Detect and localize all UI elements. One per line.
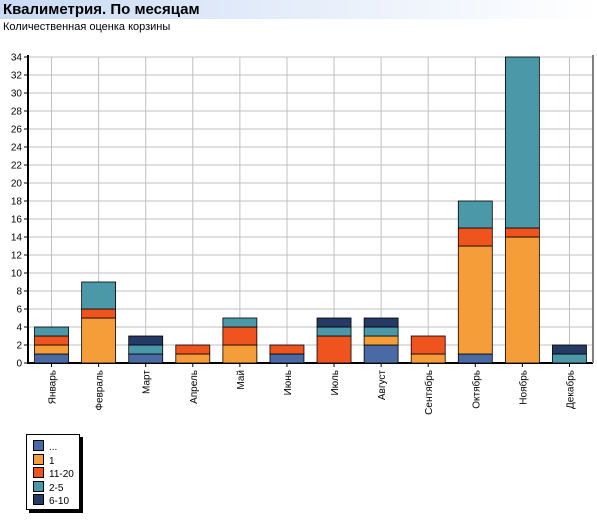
bar-segment [34,353,69,364]
y-tick-label: 26 [11,125,23,136]
legend-item: 6-10 [33,494,70,507]
legend-swatch [33,480,44,492]
x-tick-label: Март [142,370,153,394]
chart-title: Квалиметрия. По месяцам [3,1,200,18]
legend-swatch [33,494,44,505]
bar-segment [504,227,540,238]
bar-segment [457,245,493,355]
bar-segment [363,317,399,328]
bar-segment [81,317,117,364]
y-tick-label: 28 [11,107,23,118]
x-tick-label: Август [377,370,388,401]
bar-segment [457,200,493,229]
bar-segment [316,326,352,337]
y-tick-label: 2 [16,341,22,352]
bar-segment [222,326,258,346]
legend-item: 11-20 [33,467,74,480]
y-tick-label: 0 [16,359,22,370]
bar-segment [34,326,69,337]
legend-label: 1 [49,455,55,467]
bar-segment [269,353,305,364]
x-tick-label: Май [236,370,247,390]
bar-segment [457,227,493,247]
bar-segment [34,335,69,346]
x-tick-label: Декабрь [564,370,576,409]
y-tick-label: 34 [11,53,23,64]
bar-segment [504,236,540,364]
legend-item: 1 [33,453,55,467]
bar-segment [552,353,587,364]
legend-label: ... [49,442,58,453]
bar-segment [457,353,493,364]
bar-segment [128,353,164,364]
y-tick-label: 10 [11,269,23,280]
bar-segment [410,353,446,364]
x-tick-label: Октябрь [470,370,482,409]
y-tick-label: 22 [11,161,23,172]
bar-segment [316,317,352,328]
y-tick-label: 18 [11,197,23,208]
bar-segment [81,281,117,310]
y-tick-label: 6 [16,305,22,316]
bar-segment [175,353,211,364]
bar-segment [363,335,399,346]
bar-segment [175,344,211,355]
bar-segment [34,344,69,355]
bar-segment [128,344,164,355]
bar-segment [316,335,352,364]
bar-segment [269,344,305,355]
legend-swatch [33,467,44,478]
y-tick-label: 12 [11,251,23,262]
x-tick-label: Июль [330,370,341,396]
y-tick-label: 20 [11,179,23,190]
bar-segment [81,308,117,319]
y-tick-label: 16 [11,215,23,226]
bar-segment [222,344,258,364]
x-tick-label: Июнь [283,370,294,395]
y-tick-label: 4 [16,323,22,334]
legend-swatch [33,453,44,465]
legend-label: 2-5 [49,482,64,494]
x-tick-label: Ноябрь [517,370,529,405]
x-tick-label: Сентябрь [423,370,435,415]
legend-label: 6-10 [49,496,70,507]
bar-segment [222,317,258,328]
bar-segment [504,56,540,229]
legend-item: 2-5 [33,480,64,494]
legend-swatch [33,440,44,451]
bar-segment [410,335,446,355]
x-tick-label: Февраль [95,370,106,411]
bar-segment [363,344,399,364]
y-tick-label: 32 [11,71,23,82]
bar-segment [128,335,164,346]
y-tick-label: 24 [11,143,23,154]
y-tick-label: 8 [16,287,22,298]
y-tick-label: 14 [11,233,23,244]
legend-label: 11-20 [49,469,74,480]
bar-segment [363,326,399,337]
y-tick-label: 30 [11,89,23,100]
legend-item: ... [33,440,58,453]
x-tick-label: Январь [48,370,59,404]
chart-subtitle: Количественная оценка корзины [3,21,171,33]
bar-segment [552,344,587,355]
x-tick-label: Апрель [189,370,200,404]
chart-legend: ... 1 11-20 2-5 6-10 [26,434,80,510]
chart-header [0,0,597,19]
